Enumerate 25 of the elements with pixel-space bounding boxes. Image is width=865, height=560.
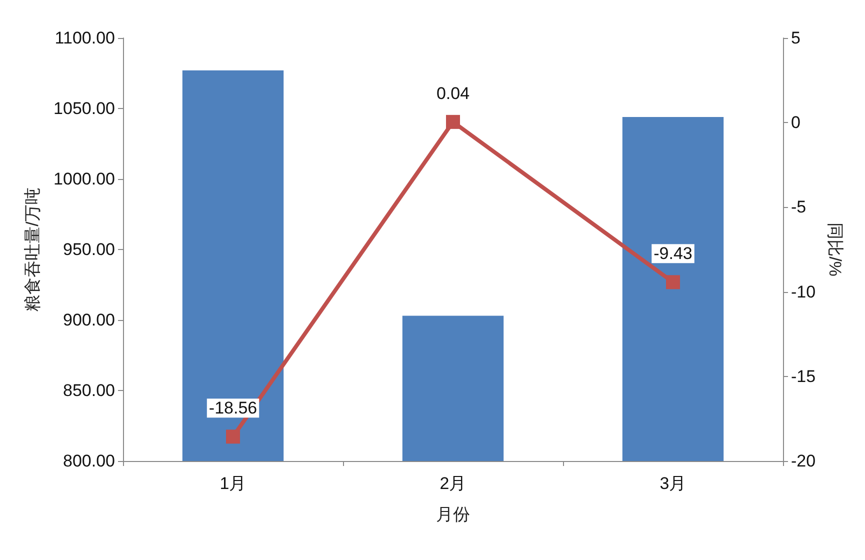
y-tick-label: 1100.00 — [54, 28, 115, 48]
data-label: 0.04 — [436, 84, 470, 103]
y2-tick-label: 0 — [791, 113, 800, 132]
y2-axis-title: 同比/% — [825, 222, 844, 276]
data-label: -9.43 — [654, 244, 692, 264]
point — [226, 430, 240, 444]
x-tick-label: 3月 — [660, 474, 686, 493]
y2-tick-label: 5 — [791, 28, 800, 48]
y2-tick-label: -20 — [791, 452, 816, 470]
x-tick-label: 2月 — [440, 474, 466, 493]
y-tick-label: 800.00 — [63, 452, 115, 470]
point — [446, 114, 460, 129]
y-tick-label: 950.00 — [63, 240, 115, 259]
y2-tick-label: -15 — [791, 366, 816, 386]
y2-tick-label: -10 — [791, 282, 816, 302]
data-label: -18.56 — [208, 398, 258, 418]
x-tick-label: 1月 — [220, 474, 246, 493]
y-tick-label: 850.00 — [63, 381, 115, 400]
y-tick-label: 1050.00 — [54, 99, 115, 118]
y-axis-title: 粮食吞吐量/万吨 — [23, 188, 42, 312]
point — [666, 275, 680, 290]
y-tick-label: 900.00 — [63, 310, 115, 330]
y2-tick-label: -5 — [791, 198, 806, 217]
y-tick-label: 1000.00 — [54, 170, 115, 188]
x-axis-title: 月份 — [436, 505, 470, 524]
